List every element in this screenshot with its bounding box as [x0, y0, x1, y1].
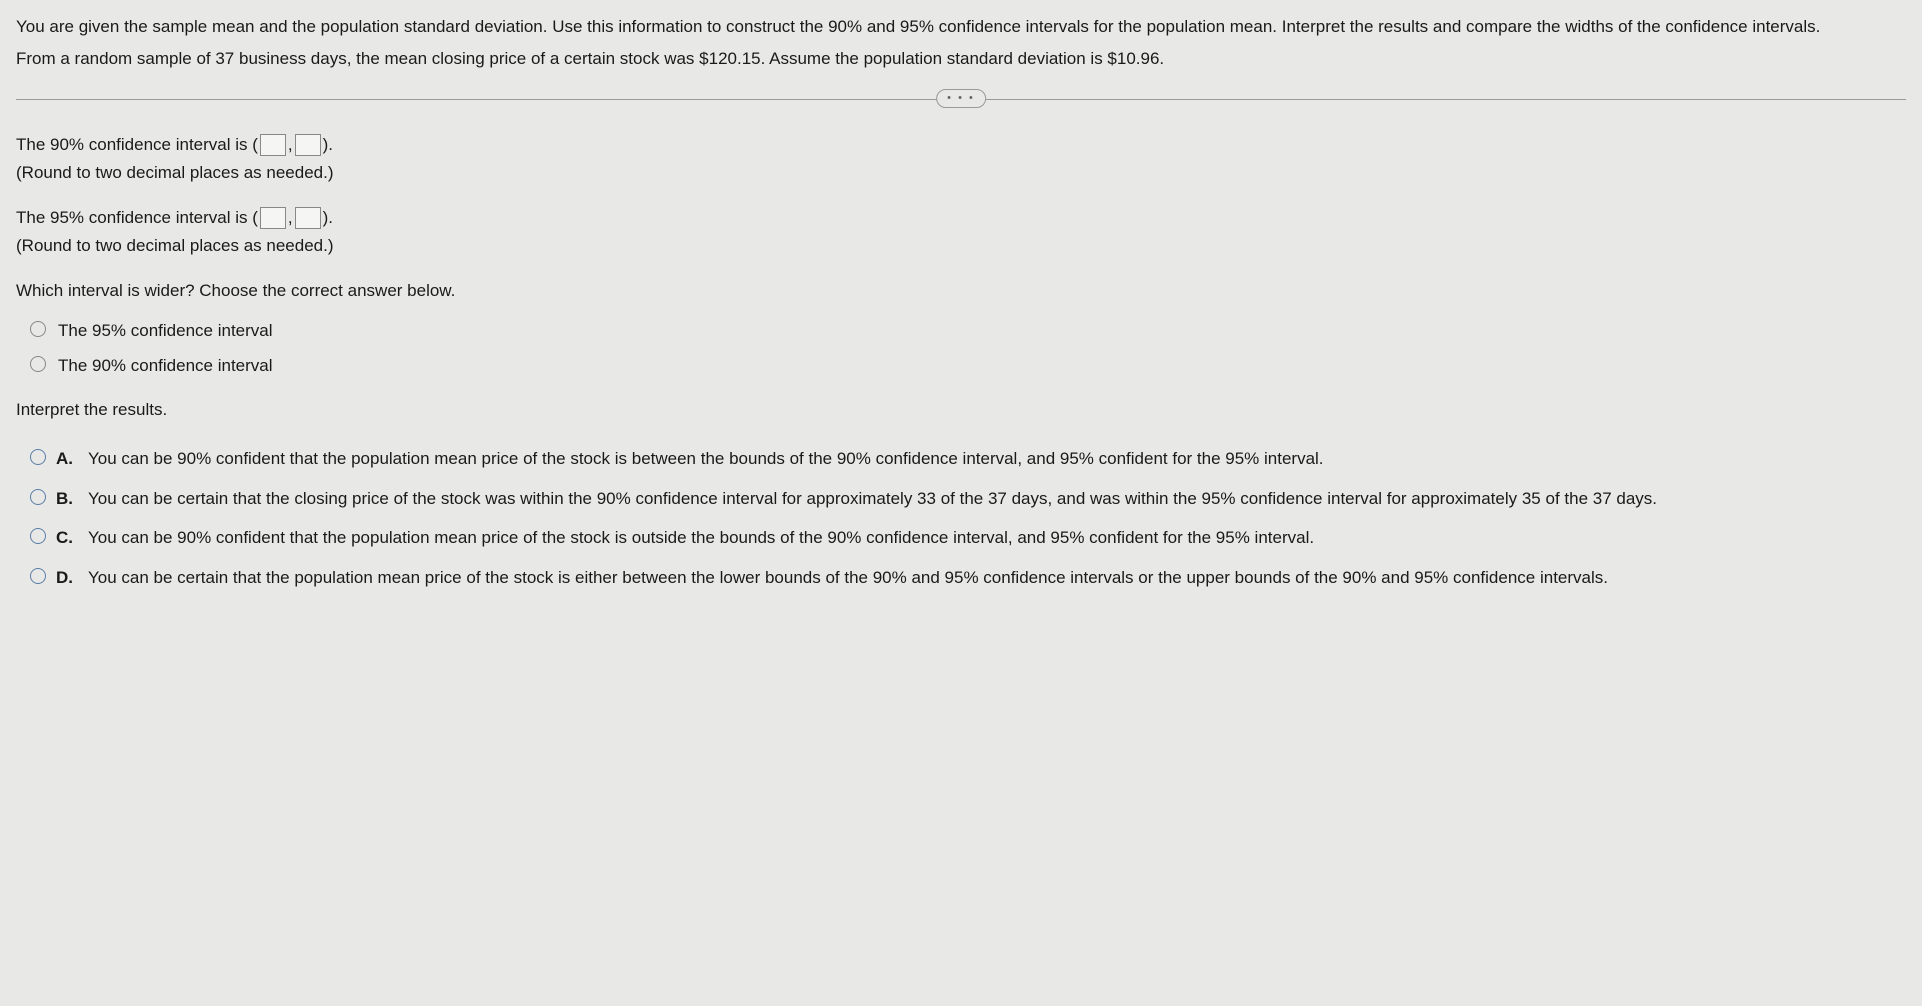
problem-statement: You are given the sample mean and the po…	[16, 14, 1906, 40]
radio-icon[interactable]	[30, 449, 46, 465]
ci-90-round-note: (Round to two decimal places as needed.)	[16, 160, 1906, 186]
ci-95-section: The 95% confidence interval is ( , ). (R…	[16, 205, 1906, 258]
option-letter: B.	[56, 486, 78, 512]
ci-95-prefix: The 95% confidence interval is (	[16, 205, 258, 231]
interpret-option-c[interactable]: C. You can be 90% confident that the pop…	[30, 525, 1906, 551]
question-container: You are given the sample mean and the po…	[0, 0, 1922, 618]
option-text: You can be 90% confident that the popula…	[88, 525, 1906, 551]
option-text: You can be certain that the population m…	[88, 565, 1906, 591]
option-text: You can be 90% confident that the popula…	[88, 446, 1906, 472]
ci-95-line: The 95% confidence interval is ( , ).	[16, 205, 1906, 231]
divider-pill[interactable]: • • •	[936, 89, 986, 108]
radio-icon[interactable]	[30, 321, 46, 337]
wider-options: The 95% confidence interval The 90% conf…	[16, 318, 1906, 379]
wider-question: Which interval is wider? Choose the corr…	[16, 278, 1906, 304]
given-info: From a random sample of 37 business days…	[16, 46, 1906, 72]
ci-90-section: The 90% confidence interval is ( , ). (R…	[16, 132, 1906, 185]
ci-95-lower-input[interactable]	[260, 207, 286, 229]
interpret-title: Interpret the results.	[16, 397, 1906, 423]
ci-95-comma: ,	[288, 205, 293, 231]
ci-90-suffix: ).	[323, 132, 333, 158]
wider-option-label: The 95% confidence interval	[58, 318, 1906, 344]
interpret-option-a[interactable]: A. You can be 90% confident that the pop…	[30, 446, 1906, 472]
interpret-options: A. You can be 90% confident that the pop…	[16, 446, 1906, 590]
wider-option-90[interactable]: The 90% confidence interval	[30, 353, 1906, 379]
radio-icon[interactable]	[30, 528, 46, 544]
radio-icon[interactable]	[30, 489, 46, 505]
ci-90-prefix: The 90% confidence interval is (	[16, 132, 258, 158]
ci-90-line: The 90% confidence interval is ( , ).	[16, 132, 1906, 158]
ci-95-round-note: (Round to two decimal places as needed.)	[16, 233, 1906, 259]
option-letter: D.	[56, 565, 78, 591]
ci-90-comma: ,	[288, 132, 293, 158]
interpret-option-d[interactable]: D. You can be certain that the populatio…	[30, 565, 1906, 591]
ci-90-lower-input[interactable]	[260, 134, 286, 156]
radio-icon[interactable]	[30, 356, 46, 372]
wider-option-95[interactable]: The 95% confidence interval	[30, 318, 1906, 344]
section-divider: • • •	[16, 99, 1906, 100]
option-text: You can be certain that the closing pric…	[88, 486, 1906, 512]
interpret-option-b[interactable]: B. You can be certain that the closing p…	[30, 486, 1906, 512]
option-letter: C.	[56, 525, 78, 551]
option-letter: A.	[56, 446, 78, 472]
ci-95-upper-input[interactable]	[295, 207, 321, 229]
ci-95-suffix: ).	[323, 205, 333, 231]
radio-icon[interactable]	[30, 568, 46, 584]
ci-90-upper-input[interactable]	[295, 134, 321, 156]
wider-option-label: The 90% confidence interval	[58, 353, 1906, 379]
